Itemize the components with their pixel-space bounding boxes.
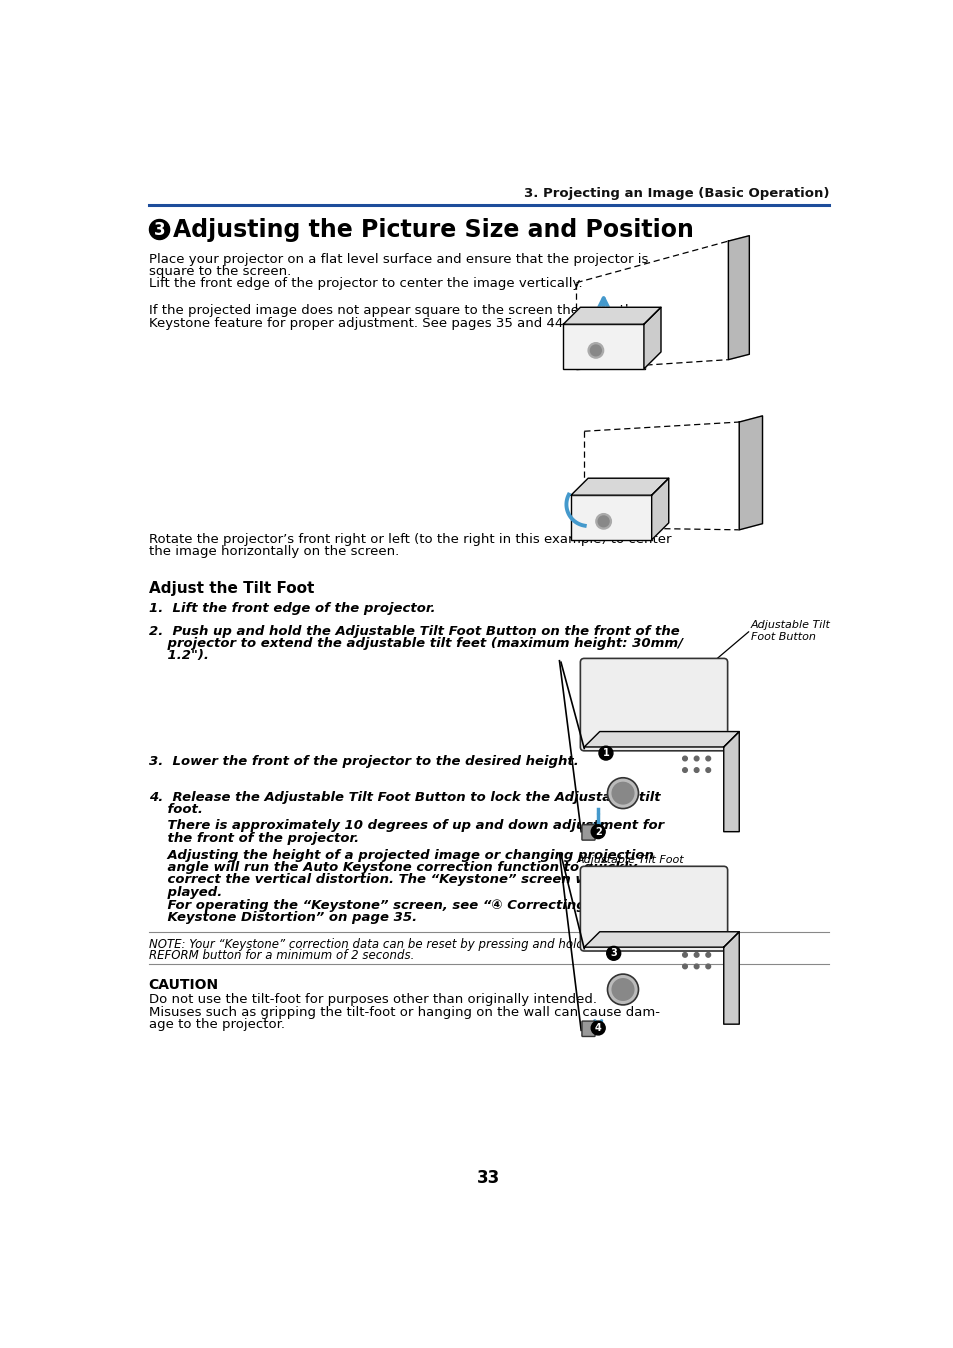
Text: 3: 3 xyxy=(610,949,617,958)
Polygon shape xyxy=(728,236,748,360)
Polygon shape xyxy=(643,307,660,369)
Bar xyxy=(562,325,644,369)
FancyBboxPatch shape xyxy=(579,658,727,751)
Circle shape xyxy=(587,342,603,359)
Circle shape xyxy=(612,782,633,803)
FancyBboxPatch shape xyxy=(581,825,595,840)
Circle shape xyxy=(590,345,600,356)
Polygon shape xyxy=(723,931,739,1024)
Circle shape xyxy=(705,964,710,969)
Text: the front of the projector.: the front of the projector. xyxy=(149,832,358,845)
Polygon shape xyxy=(651,479,668,539)
Text: projector to extend the adjustable tilt feet (maximum height: 30mm/: projector to extend the adjustable tilt … xyxy=(149,636,682,650)
Circle shape xyxy=(705,953,710,957)
Circle shape xyxy=(598,516,608,527)
Text: age to the projector.: age to the projector. xyxy=(149,1018,284,1031)
Text: correct the vertical distortion. The “Keystone” screen will be dis-: correct the vertical distortion. The “Ke… xyxy=(149,874,656,886)
Circle shape xyxy=(591,825,604,838)
Circle shape xyxy=(591,1020,604,1035)
Polygon shape xyxy=(562,307,660,325)
Text: Adjusting the height of a projected image or changing projection: Adjusting the height of a projected imag… xyxy=(149,849,653,861)
Text: Adjustable Tilt Foot: Adjustable Tilt Foot xyxy=(576,855,683,865)
Text: angle will run the Auto Keystone correction function to quickly: angle will run the Auto Keystone correct… xyxy=(149,861,636,874)
Polygon shape xyxy=(739,417,761,530)
Circle shape xyxy=(612,979,633,1000)
Text: If the projected image does not appear square to the screen then use the: If the projected image does not appear s… xyxy=(149,305,640,317)
Circle shape xyxy=(598,747,612,760)
Text: 1: 1 xyxy=(602,748,609,758)
Text: 2.  Push up and hold the Adjustable Tilt Foot Button on the front of the: 2. Push up and hold the Adjustable Tilt … xyxy=(149,624,679,638)
Text: NOTE: Your “Keystone” correction data can be reset by pressing and holding the 3: NOTE: Your “Keystone” correction data ca… xyxy=(149,938,644,950)
Text: played.: played. xyxy=(149,886,222,899)
Text: foot.: foot. xyxy=(149,803,202,816)
Text: 1.  Lift the front edge of the projector.: 1. Lift the front edge of the projector. xyxy=(149,603,435,615)
Text: 3.  Lower the front of the projector to the desired height.: 3. Lower the front of the projector to t… xyxy=(149,755,578,767)
Text: 4: 4 xyxy=(595,1023,601,1033)
Bar xyxy=(571,495,652,539)
Circle shape xyxy=(150,220,170,240)
Text: Keystone feature for proper adjustment. See pages 35 and 44.: Keystone feature for proper adjustment. … xyxy=(149,317,566,329)
Text: CAUTION: CAUTION xyxy=(149,977,218,992)
Circle shape xyxy=(606,946,620,960)
Circle shape xyxy=(596,514,611,528)
Circle shape xyxy=(694,756,699,760)
Text: 4.  Release the Adjustable Tilt Foot Button to lock the Adjustable tilt: 4. Release the Adjustable Tilt Foot Butt… xyxy=(149,791,659,803)
Circle shape xyxy=(705,768,710,772)
Text: 1.2").: 1.2"). xyxy=(149,650,209,662)
Circle shape xyxy=(607,778,638,809)
Text: Adjusting the Picture Size and Position: Adjusting the Picture Size and Position xyxy=(173,217,694,241)
Circle shape xyxy=(682,964,686,969)
Circle shape xyxy=(682,768,686,772)
Text: REFORM button for a minimum of 2 seconds.: REFORM button for a minimum of 2 seconds… xyxy=(149,949,414,962)
Polygon shape xyxy=(583,931,739,948)
Text: square to the screen.: square to the screen. xyxy=(149,266,291,278)
Text: Rotate the projector’s front right or left (to the right in this example) to cen: Rotate the projector’s front right or le… xyxy=(149,532,671,546)
Text: Keystone Distortion” on page 35.: Keystone Distortion” on page 35. xyxy=(149,911,416,923)
Text: the image horizontally on the screen.: the image horizontally on the screen. xyxy=(149,545,398,558)
Circle shape xyxy=(694,768,699,772)
Text: Lift the front edge of the projector to center the image vertically.: Lift the front edge of the projector to … xyxy=(149,278,581,290)
Text: Place your projector on a flat level surface and ensure that the projector is: Place your projector on a flat level sur… xyxy=(149,252,647,266)
Polygon shape xyxy=(571,479,668,495)
Text: There is approximately 10 degrees of up and down adjustment for: There is approximately 10 degrees of up … xyxy=(149,820,663,832)
Circle shape xyxy=(682,756,686,760)
Circle shape xyxy=(682,953,686,957)
Circle shape xyxy=(694,953,699,957)
Circle shape xyxy=(607,975,638,1004)
Text: 3: 3 xyxy=(153,221,165,239)
FancyBboxPatch shape xyxy=(581,1020,595,1037)
FancyBboxPatch shape xyxy=(579,867,727,950)
Text: 2: 2 xyxy=(595,826,601,837)
Polygon shape xyxy=(583,732,739,747)
Text: Do not use the tilt-foot for purposes other than originally intended.: Do not use the tilt-foot for purposes ot… xyxy=(149,993,596,1007)
Text: 3. Projecting an Image (Basic Operation): 3. Projecting an Image (Basic Operation) xyxy=(523,187,828,201)
Text: Adjustable Tilt
Foot Button: Adjustable Tilt Foot Button xyxy=(750,620,830,642)
Circle shape xyxy=(705,756,710,760)
Polygon shape xyxy=(723,732,739,832)
Circle shape xyxy=(694,964,699,969)
Text: 33: 33 xyxy=(476,1169,500,1188)
Text: Misuses such as gripping the tilt-foot or hanging on the wall can cause dam-: Misuses such as gripping the tilt-foot o… xyxy=(149,1006,659,1019)
Text: Adjust the Tilt Foot: Adjust the Tilt Foot xyxy=(149,581,314,596)
Text: For operating the “Keystone” screen, see “④ Correcting Vertical: For operating the “Keystone” screen, see… xyxy=(149,899,646,911)
